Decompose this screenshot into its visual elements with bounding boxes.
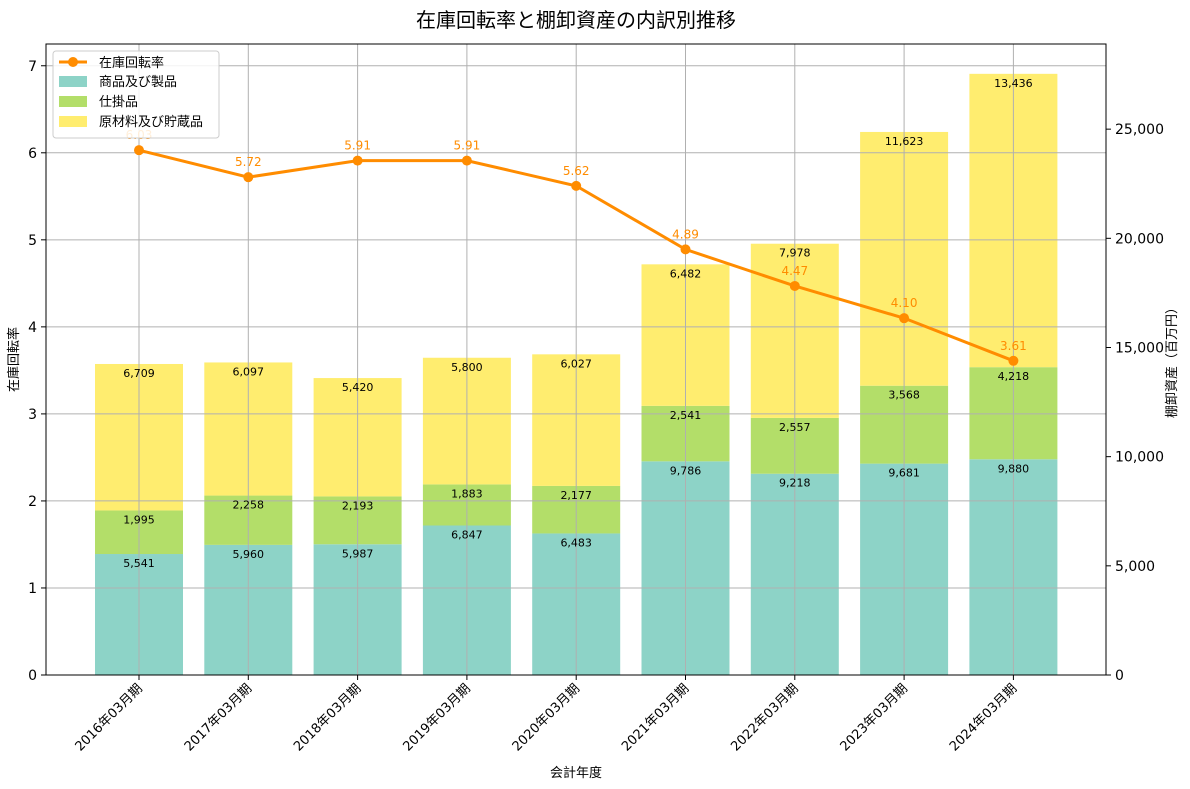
left-tick-label: 4 <box>28 320 37 336</box>
turnover-value-label: 5.91 <box>454 139 481 153</box>
legend-label: 仕掛品 <box>99 95 138 110</box>
x-tick-label: 2017年03月期 <box>182 681 255 754</box>
bar-value-label: 1,883 <box>451 487 483 500</box>
bar-value-label: 6,097 <box>233 365 265 378</box>
bar-value-label: 11,623 <box>885 135 924 148</box>
right-axis-label: 棚卸資産（百万円） <box>1164 301 1180 418</box>
right-tick-label: 20,000 <box>1115 231 1164 247</box>
legend-box <box>52 50 220 139</box>
legend-label: 在庫回転率 <box>99 55 164 71</box>
left-tick-label: 0 <box>28 668 37 684</box>
turnover-value-label: 5.62 <box>563 164 590 178</box>
left-axis-label: 在庫回転率 <box>6 327 22 392</box>
bar-value-label: 5,960 <box>233 548 265 561</box>
bar-value-label: 1,995 <box>123 513 155 526</box>
bar-value-label: 5,987 <box>342 547 374 560</box>
x-tick-label: 2022年03月期 <box>728 681 801 754</box>
turnover-point <box>134 145 144 156</box>
bar-value-label: 5,800 <box>451 361 483 374</box>
x-axis-label: 会計年度 <box>550 765 602 781</box>
x-tick-label: 2019年03月期 <box>400 681 473 754</box>
bar-value-label: 2,193 <box>342 499 374 512</box>
right-tick-label: 15,000 <box>1115 340 1164 356</box>
bar-value-label: 4,218 <box>998 370 1030 383</box>
left-tick-label: 2 <box>28 494 37 510</box>
turnover-value-label: 4.47 <box>781 264 808 278</box>
x-tick-label: 2021年03月期 <box>619 681 692 754</box>
turnover-value-label: 5.72 <box>235 155 262 169</box>
turnover-point <box>243 172 254 183</box>
left-tick-label: 5 <box>28 233 37 249</box>
turnover-point <box>461 155 472 166</box>
right-tick-label: 25,000 <box>1115 122 1164 138</box>
x-tick-label: 2018年03月期 <box>291 681 364 754</box>
right-tick-label: 10,000 <box>1115 450 1164 466</box>
bar-value-label: 6,709 <box>123 367 155 380</box>
x-tick-label: 2016年03月期 <box>73 681 146 754</box>
bar-value-label: 9,786 <box>670 464 702 477</box>
turnover-value-label: 4.10 <box>891 296 918 310</box>
bar-value-label: 2,557 <box>779 421 811 434</box>
bar-value-label: 6,847 <box>451 529 483 542</box>
bar-value-label: 6,027 <box>560 357 592 370</box>
turnover-point <box>1008 355 1019 366</box>
x-tick-label: 2020年03月期 <box>510 681 583 754</box>
bar-value-label: 13,436 <box>994 77 1033 90</box>
left-tick-label: 3 <box>28 407 37 423</box>
left-tick-label: 6 <box>28 146 37 162</box>
legend-label: 商品及び製品 <box>99 75 177 90</box>
left-tick-label: 1 <box>28 581 37 597</box>
chart-title: 在庫回転率と棚卸資産の内訳別推移 <box>416 8 736 32</box>
turnover-value-label: 5.91 <box>344 139 371 153</box>
bar-value-label: 9,880 <box>998 462 1030 475</box>
bar-value-label: 6,483 <box>560 536 592 549</box>
turnover-point <box>899 313 910 324</box>
bar-value-label: 5,420 <box>342 381 374 394</box>
turnover-point <box>352 155 363 166</box>
x-tick-label: 2023年03月期 <box>838 681 911 754</box>
right-tick-label: 0 <box>1115 668 1124 684</box>
legend-label: 原材料及び貯蔵品 <box>99 115 203 130</box>
bar-value-label: 2,258 <box>233 499 265 512</box>
bar-value-label: 9,218 <box>779 477 811 490</box>
legend-swatch <box>59 116 87 127</box>
turnover-value-label: 3.61 <box>1000 339 1027 353</box>
turnover-point <box>571 180 582 191</box>
legend-swatch <box>59 96 87 107</box>
right-tick-label: 5,000 <box>1115 559 1155 575</box>
turnover-value-label: 4.89 <box>672 227 699 241</box>
turnover-point <box>680 244 691 255</box>
bar-value-label: 6,482 <box>670 267 702 280</box>
left-tick-label: 7 <box>28 59 37 75</box>
legend-line-marker <box>68 57 78 67</box>
bar-value-label: 3,568 <box>888 389 920 402</box>
legend-swatch <box>59 76 87 87</box>
bar-value-label: 7,978 <box>779 247 811 260</box>
bar-value-label: 2,177 <box>560 489 592 502</box>
bar-value-label: 5,541 <box>123 557 155 570</box>
x-tick-label: 2024年03月期 <box>947 681 1020 754</box>
bar-value-label: 2,541 <box>670 409 702 422</box>
bar-value-label: 9,681 <box>888 467 920 480</box>
turnover-point <box>789 280 800 291</box>
